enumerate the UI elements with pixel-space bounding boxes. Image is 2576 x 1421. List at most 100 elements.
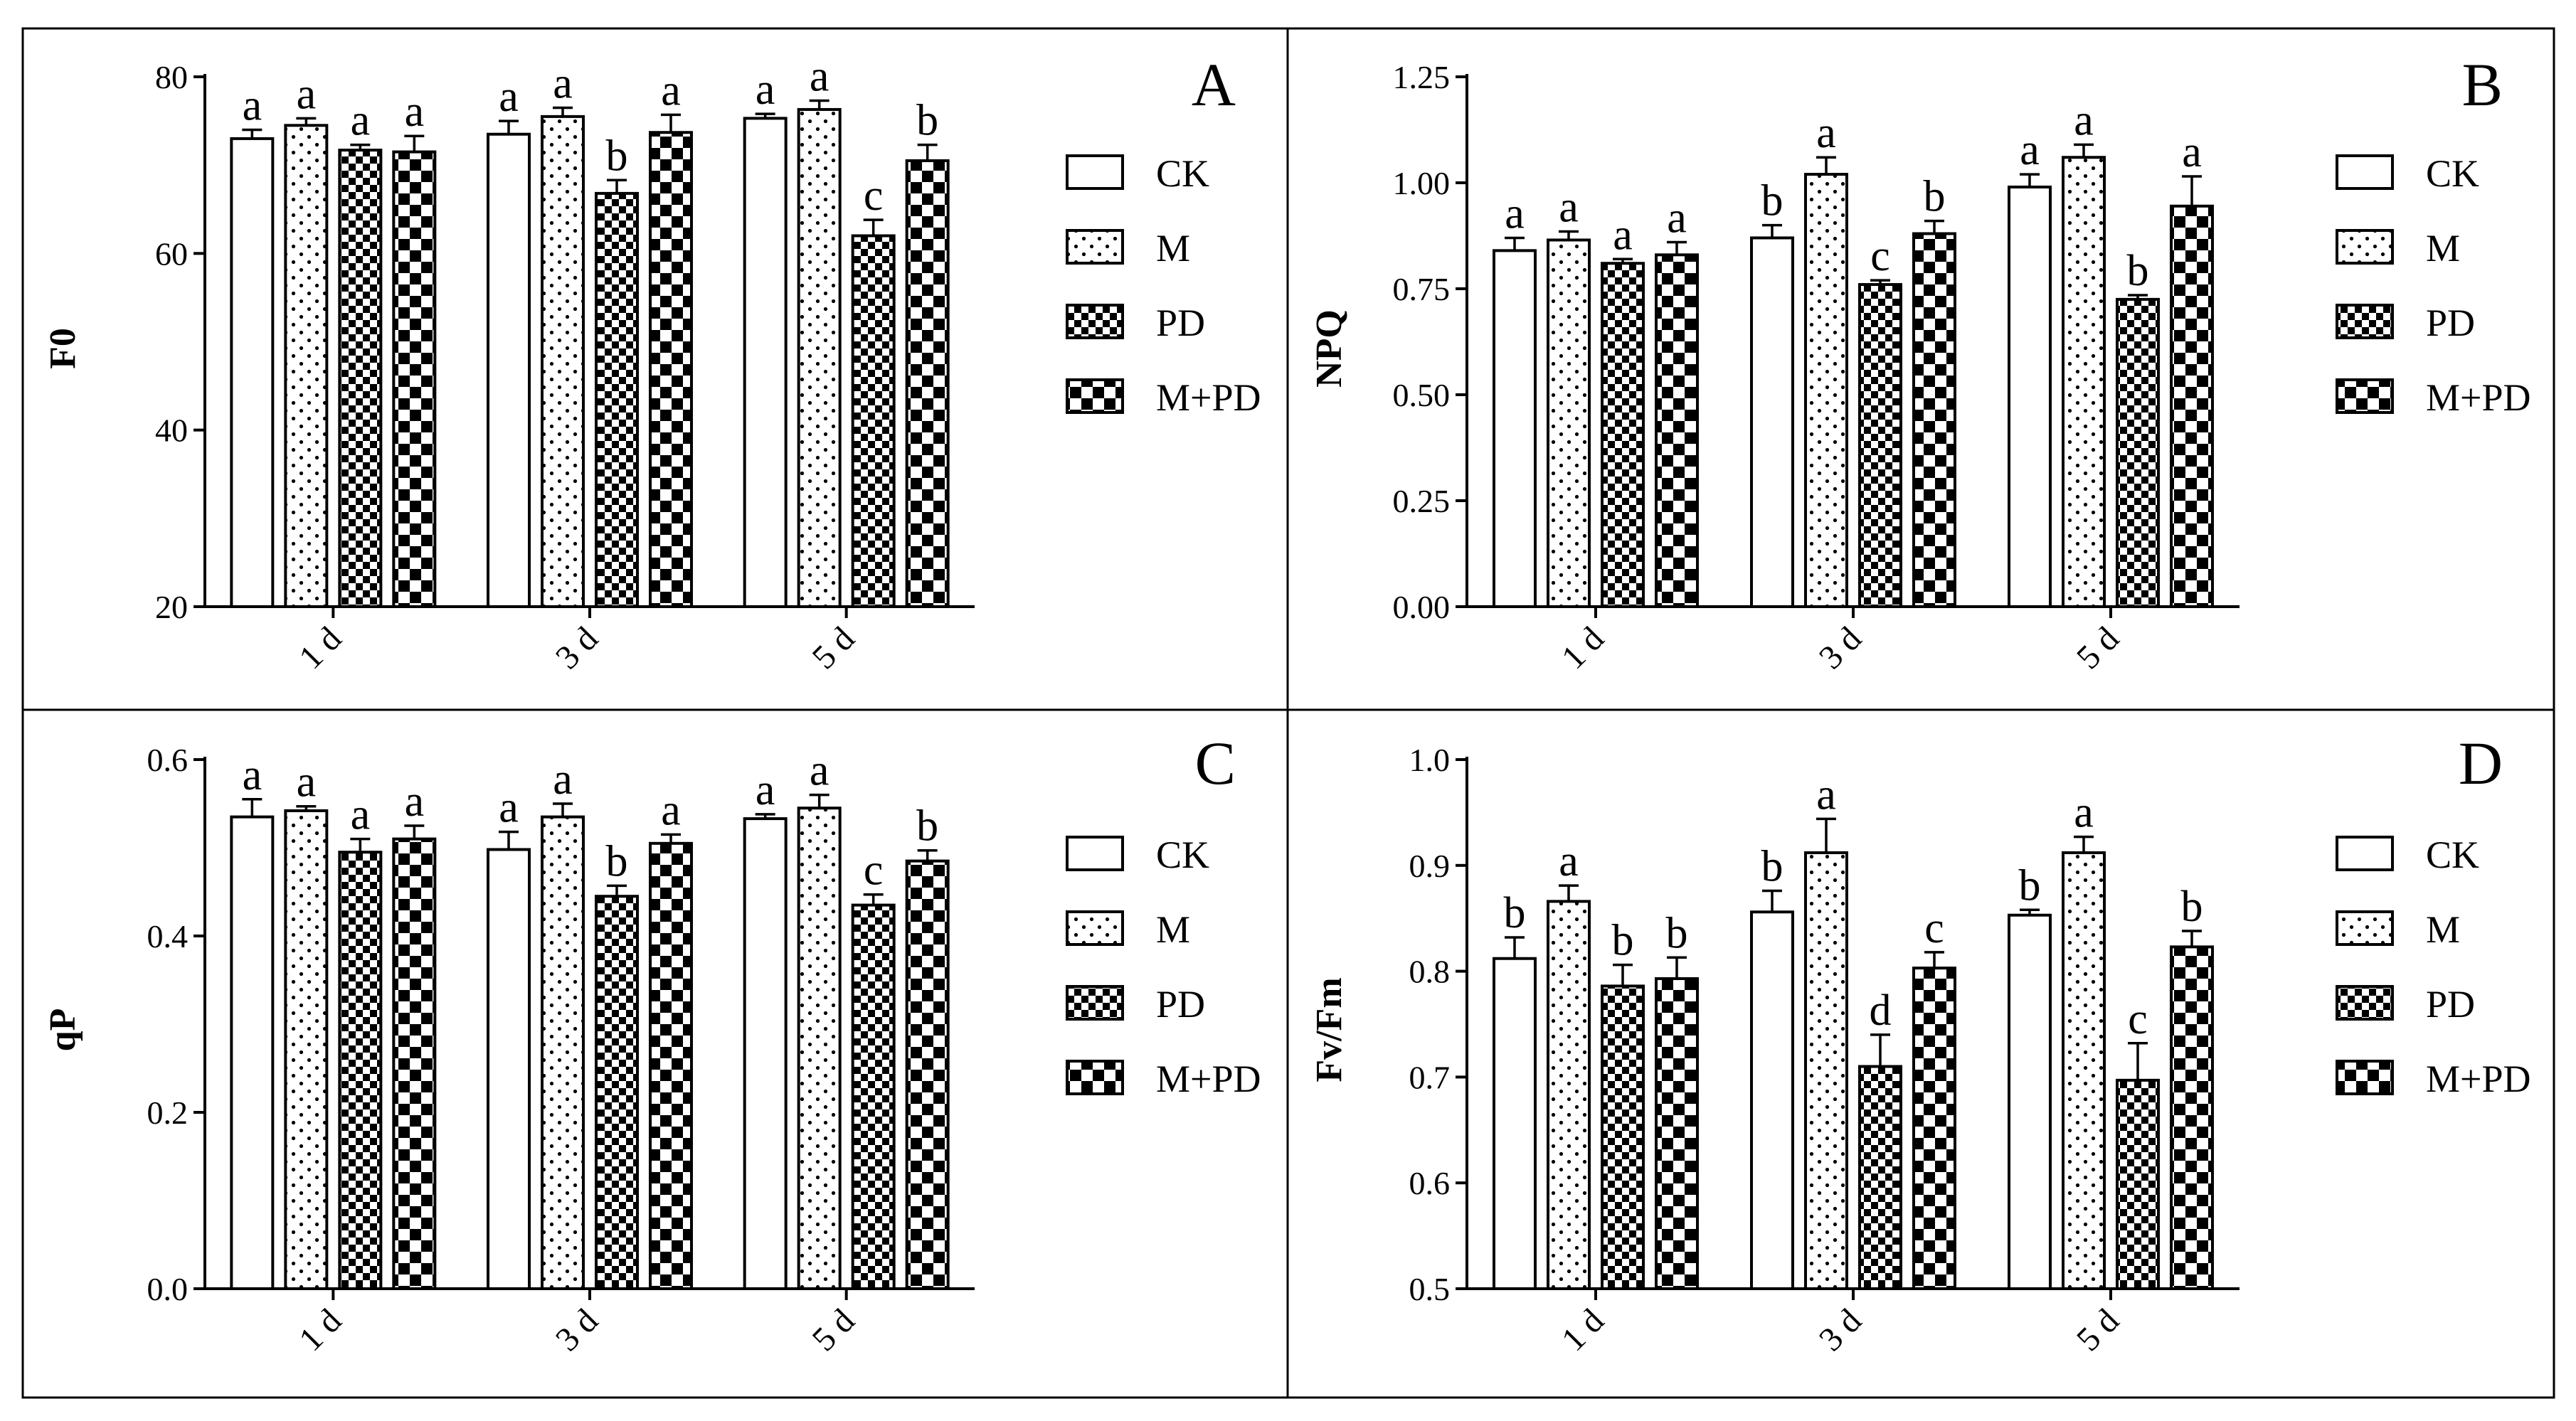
bar (743, 117, 788, 608)
bar (797, 807, 842, 1290)
bar (1858, 283, 1902, 608)
y-tick-label: 0.8 (1409, 954, 1451, 990)
significance-letter: a (1816, 770, 1836, 819)
panel-letter: D (2459, 729, 2503, 797)
significance-letter: a (297, 70, 317, 118)
bar (230, 137, 275, 608)
legend-label: M (1156, 908, 1190, 951)
significance-letter: b (1612, 917, 1634, 965)
significance-letter: a (1559, 183, 1579, 232)
legend-label: PD (2426, 983, 2475, 1026)
y-axis-title: F0 (43, 328, 83, 369)
y-axis-title: qP (43, 1008, 83, 1052)
legend-label: M+PD (2426, 376, 2531, 419)
bar (797, 107, 842, 609)
legend-swatch (1066, 378, 1124, 414)
bar (2008, 913, 2052, 1290)
bar (1601, 984, 1645, 1290)
bar (1493, 249, 1537, 608)
legend-label: CK (2426, 834, 2479, 876)
y-tick-label: 0.0 (147, 1271, 189, 1307)
bar (1601, 262, 1645, 608)
bar (2062, 156, 2106, 609)
bar (1804, 851, 1848, 1290)
legend: CK M PD M+PD (2336, 152, 2531, 419)
significance-letter: a (2182, 128, 2202, 176)
bar (1912, 967, 1956, 1290)
y-tick-label: 0.7 (1409, 1059, 1451, 1095)
significance-letter: a (297, 758, 317, 807)
legend: CK M PD M+PD (2336, 834, 2531, 1100)
y-tick-label: 0.4 (147, 918, 189, 954)
bar (595, 895, 639, 1290)
significance-letter: a (2074, 96, 2094, 144)
bar (487, 848, 531, 1290)
bar (1804, 173, 1848, 608)
legend-label: PD (1156, 302, 1205, 344)
significance-letter: b (916, 802, 938, 851)
legend: CK M PD M+PD (1066, 834, 1261, 1100)
y-tick-label: 0.6 (1409, 1165, 1451, 1201)
bar (2116, 1078, 2160, 1290)
significance-letter: a (2020, 126, 2040, 174)
bar (338, 851, 383, 1290)
bar (1655, 977, 1699, 1290)
y-tick-label: 0.50 (1393, 377, 1451, 413)
panel-letter: B (2462, 50, 2503, 119)
bar (1547, 900, 1591, 1290)
bar (541, 815, 585, 1290)
significance-letter: a (499, 73, 519, 121)
bar (2062, 851, 2106, 1290)
legend-swatch (2336, 985, 2394, 1021)
significance-letter: a (243, 82, 263, 130)
bar (905, 159, 950, 609)
significance-letter: c (864, 171, 884, 220)
bar (392, 837, 437, 1290)
legend-label: CK (1156, 834, 1209, 876)
significance-letter: a (661, 786, 681, 834)
significance-letter: a (661, 66, 681, 115)
bar (1858, 1065, 1902, 1291)
y-tick-label: 20 (155, 589, 188, 625)
legend: CK M PD M+PD (1066, 152, 1261, 419)
bar (851, 903, 896, 1290)
significance-letter: b (1666, 909, 1688, 957)
bar (905, 859, 950, 1290)
legend-label: M+PD (1156, 376, 1261, 419)
legend-label: M+PD (2426, 1058, 2531, 1100)
bar (851, 234, 896, 608)
significance-letter: a (1816, 109, 1836, 157)
legend-label: M (1156, 227, 1190, 270)
legend-label: CK (2426, 152, 2479, 195)
bar (1547, 238, 1591, 608)
y-tick-label: 1.0 (1409, 742, 1451, 778)
legend-swatch (1066, 154, 1124, 190)
significance-letter: c (1924, 904, 1944, 952)
significance-letter: a (1505, 189, 1525, 238)
legend-label: CK (1156, 152, 1209, 195)
significance-letter: a (810, 53, 829, 101)
y-tick-label: 80 (155, 59, 188, 95)
y-axis-title: NPQ (1309, 309, 1350, 388)
y-tick-label: 0.00 (1393, 589, 1451, 625)
significance-letter: a (756, 766, 775, 814)
significance-letter: a (499, 784, 519, 832)
bar (338, 149, 383, 608)
significance-letter: b (1924, 173, 1946, 221)
legend-swatch (1066, 229, 1124, 265)
significance-letter: a (351, 97, 371, 145)
significance-letter: a (2074, 789, 2094, 837)
bar (230, 815, 275, 1290)
significance-letter: a (756, 65, 775, 114)
bar (284, 124, 329, 608)
y-axis-title: Fv/Fm (1309, 977, 1350, 1082)
legend-label: M (2426, 908, 2460, 951)
bar (2116, 297, 2160, 608)
bar (743, 817, 788, 1290)
y-tick-label: 0.5 (1409, 1271, 1451, 1307)
bar (649, 131, 693, 609)
legend-swatch (1066, 1060, 1124, 1095)
bar (1750, 236, 1794, 609)
